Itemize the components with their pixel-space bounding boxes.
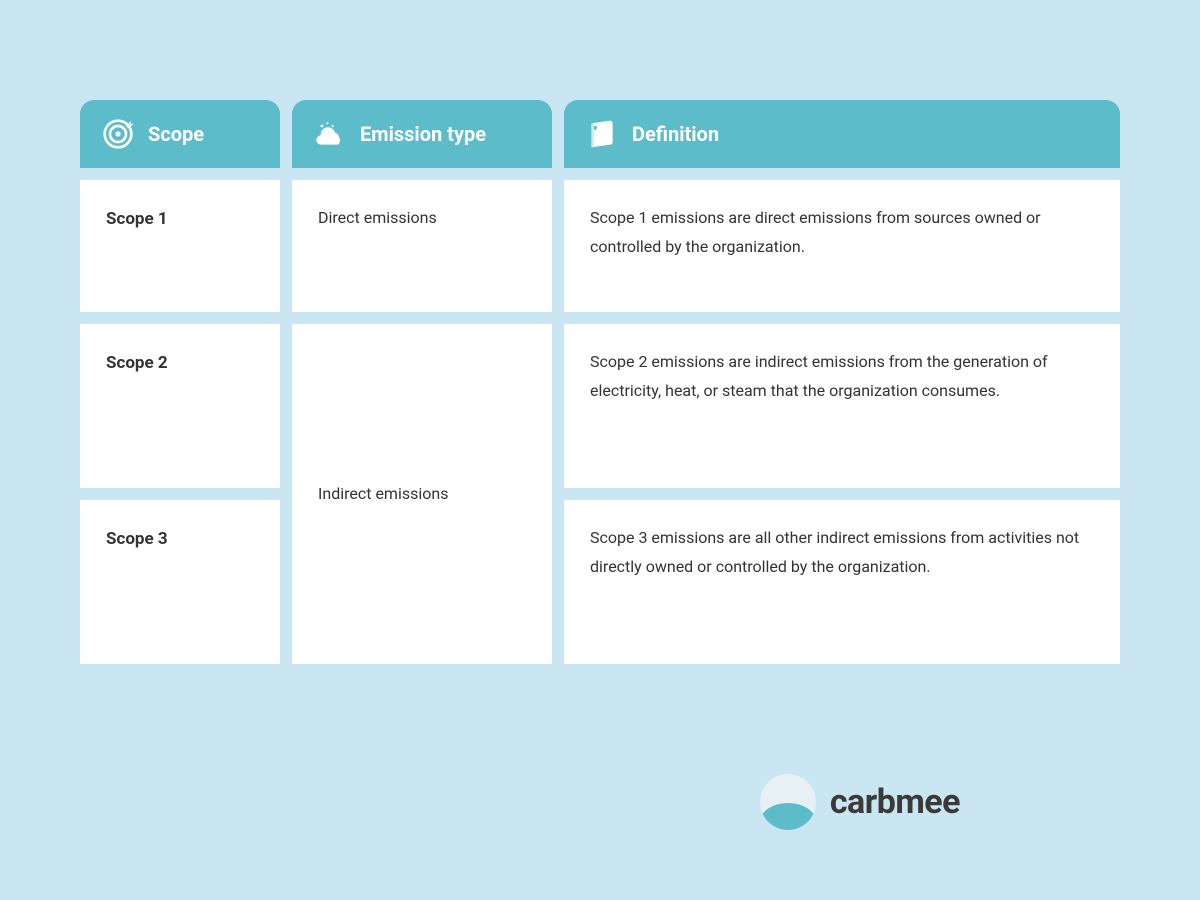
definition-scope-3: Scope 3 emissions are all other indirect…	[564, 500, 1120, 664]
header-emission-type: Emission type	[292, 100, 552, 168]
scope-2-label: Scope 2	[80, 324, 280, 488]
header-scope: Scope	[80, 100, 280, 168]
book-icon	[586, 118, 618, 150]
scope-3-label: Scope 3	[80, 500, 280, 664]
brand-name: carbmee	[830, 782, 960, 822]
brand-logo: carbmee	[760, 774, 960, 830]
header-definition-label: Definition	[632, 122, 719, 146]
target-icon	[102, 118, 134, 150]
scope-1-label: Scope 1	[80, 180, 280, 312]
definition-scope-1: Scope 1 emissions are direct emissions f…	[564, 180, 1120, 312]
header-emission-label: Emission type	[360, 122, 486, 146]
brand-mark-icon	[760, 774, 816, 830]
emission-direct: Direct emissions	[292, 180, 552, 312]
header-definition: Definition	[564, 100, 1120, 168]
cloud-icon	[314, 118, 346, 150]
column-scope: Scope Scope 1 Scope 2 Scope 3	[80, 100, 280, 664]
header-scope-label: Scope	[148, 122, 204, 146]
emission-indirect: Indirect emissions	[292, 324, 552, 664]
definition-scope-2: Scope 2 emissions are indirect emissions…	[564, 324, 1120, 488]
emissions-scope-table: Scope Scope 1 Scope 2 Scope 3 Emission t…	[80, 100, 1120, 664]
column-emission-type: Emission type Direct emissions Indirect …	[292, 100, 552, 664]
column-definition: Definition Scope 1 emissions are direct …	[564, 100, 1120, 664]
